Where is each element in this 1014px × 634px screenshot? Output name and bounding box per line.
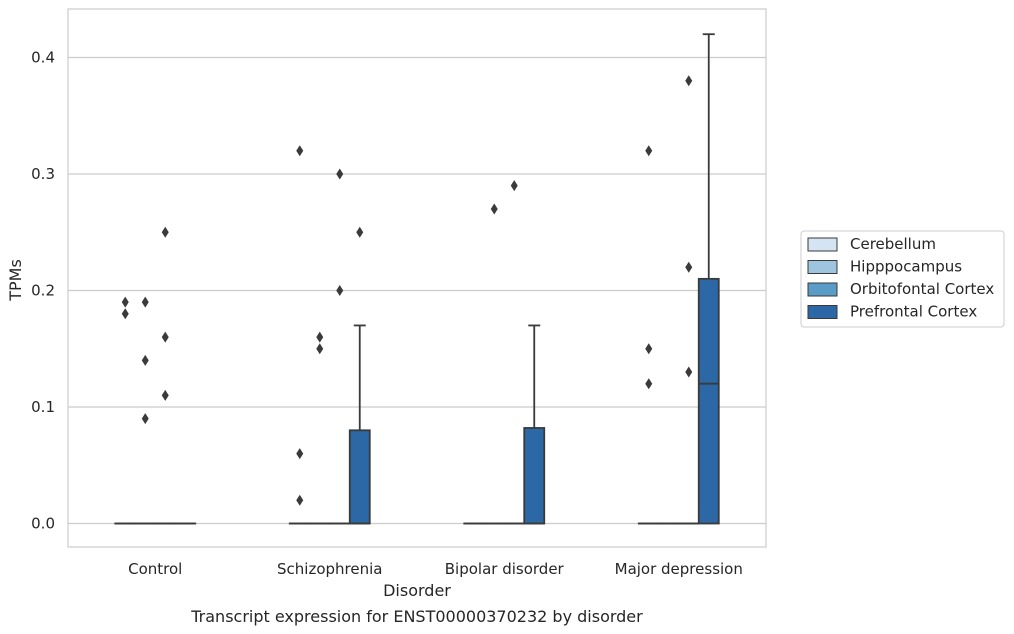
- x-axis-label: Disorder: [383, 581, 451, 600]
- outlier-point: [356, 226, 364, 238]
- series-hipppocampus: [134, 203, 680, 525]
- x-tick-label: Bipolar disorder: [445, 560, 565, 578]
- outlier-point: [141, 413, 149, 425]
- y-tick-label: 0.3: [31, 165, 55, 183]
- box: [288, 145, 311, 525]
- outlier-point: [141, 354, 149, 366]
- x-tick-label: Major depression: [615, 560, 743, 578]
- outlier-point: [645, 343, 653, 355]
- outlier-point: [685, 75, 693, 87]
- series-orbitofontal-cortex: [154, 75, 700, 525]
- legend-swatch: [807, 260, 838, 274]
- box-body: [523, 427, 546, 525]
- box: [348, 226, 371, 525]
- box-body: [697, 277, 720, 525]
- y-tick-label: 0.2: [31, 282, 55, 300]
- legend-frame: [800, 230, 1005, 328]
- y-tick-labels: 0.0 0.1 0.2 0.3 0.4: [31, 49, 55, 533]
- box: [697, 33, 720, 525]
- box: [134, 296, 157, 525]
- outlier-point: [316, 331, 324, 343]
- outlier-point: [336, 168, 344, 180]
- y-tick-label: 0.0: [31, 515, 55, 533]
- box: [308, 331, 331, 525]
- plot-area: [114, 33, 720, 525]
- outlier-point: [161, 389, 169, 401]
- outlier-point: [296, 145, 304, 157]
- legend-swatch: [807, 237, 838, 252]
- y-tick-label: 0.4: [31, 49, 55, 67]
- legend-swatch: [807, 305, 838, 319]
- x-tick-label: Schizophrenia: [277, 560, 382, 578]
- box: [114, 296, 137, 525]
- plot-frame: [67, 8, 767, 548]
- box-body: [348, 429, 371, 525]
- box: [637, 145, 660, 525]
- outlier-point: [316, 343, 324, 355]
- outlier-point: [510, 180, 518, 192]
- box: [503, 180, 526, 525]
- legend-swatch: [807, 282, 838, 297]
- box: [677, 75, 700, 525]
- outlier-point: [685, 261, 693, 273]
- outlier-point: [296, 448, 304, 460]
- outlier-point: [645, 145, 653, 157]
- box: [523, 324, 546, 525]
- outlier-point: [490, 203, 498, 215]
- outlier-point: [645, 378, 653, 390]
- legend-label: Orbitofontal Cortex: [850, 280, 994, 298]
- chart-caption: Transcript expression for ENST0000037023…: [190, 607, 643, 626]
- legend-label: Prefrontal Cortex: [850, 303, 977, 321]
- outlier-point: [336, 285, 344, 296]
- grid-lines: [68, 56, 766, 525]
- box: [328, 168, 351, 525]
- y-tick-label: 0.1: [31, 398, 55, 416]
- box: [154, 226, 177, 525]
- legend-label: Cerebellum: [850, 235, 936, 253]
- outlier-point: [141, 296, 149, 308]
- series-cerebellum: [114, 145, 660, 525]
- outlier-point: [161, 226, 169, 238]
- outlier-point: [161, 331, 169, 343]
- x-tick-label: Control: [128, 560, 182, 578]
- x-tick-labels: Control Schizophrenia Bipolar disorder Majo…: [128, 560, 743, 578]
- legend: Cerebellum Hipppocampus Orbitofontal Corte…: [800, 230, 1005, 328]
- y-axis-label: TPMs: [6, 259, 25, 302]
- box: [483, 203, 506, 525]
- outlier-point: [685, 366, 693, 378]
- outlier-point: [121, 308, 129, 320]
- outlier-point: [296, 494, 304, 506]
- outlier-point: [121, 296, 129, 308]
- series-prefrontal-cortex: [174, 33, 720, 525]
- legend-label: Hipppocampus: [850, 258, 962, 276]
